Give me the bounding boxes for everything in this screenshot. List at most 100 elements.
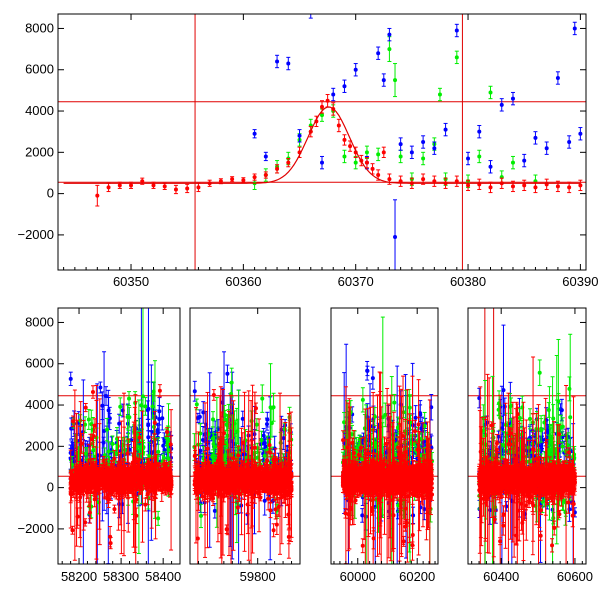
data-point-green-23 bbox=[488, 85, 493, 100]
data-point bbox=[359, 437, 364, 458]
data-point-red-32 bbox=[381, 146, 386, 158]
data-point bbox=[416, 467, 421, 488]
data-point bbox=[370, 452, 375, 470]
data-point bbox=[401, 406, 406, 419]
data-point bbox=[169, 409, 174, 551]
data-point-red-44 bbox=[510, 180, 515, 193]
data-point bbox=[127, 391, 132, 407]
data-point-blue-30 bbox=[567, 135, 572, 149]
data-point-blue-17 bbox=[421, 135, 426, 149]
data-point bbox=[273, 448, 278, 472]
data-point-green-14 bbox=[398, 149, 403, 164]
data-point-blue-7 bbox=[331, 87, 336, 102]
data-point bbox=[357, 462, 362, 477]
data-point bbox=[90, 385, 95, 399]
data-point-red-29 bbox=[364, 156, 369, 169]
data-point-red-41 bbox=[477, 178, 482, 190]
data-point bbox=[412, 419, 417, 443]
data-point-red-16 bbox=[275, 164, 280, 174]
data-point bbox=[367, 481, 372, 494]
data-point bbox=[504, 501, 509, 512]
data-point bbox=[360, 508, 365, 523]
data-point bbox=[550, 538, 555, 553]
data-point bbox=[77, 461, 82, 484]
data-point bbox=[157, 397, 162, 426]
data-point bbox=[550, 448, 555, 462]
data-point-red-45 bbox=[522, 179, 527, 192]
data-point bbox=[393, 480, 398, 495]
data-point-blue-8 bbox=[342, 79, 347, 93]
x-tick-label: 60350 bbox=[113, 274, 149, 289]
data-point bbox=[365, 360, 370, 381]
data-point-red-8 bbox=[185, 183, 190, 194]
data-point-red-6 bbox=[162, 182, 167, 190]
data-point-blue-6 bbox=[320, 155, 324, 170]
y-tick-label: 6000 bbox=[25, 62, 54, 77]
data-point bbox=[203, 480, 208, 501]
data-point bbox=[422, 465, 427, 477]
data-point-red-0 bbox=[95, 184, 100, 207]
data-point bbox=[370, 506, 375, 516]
data-point bbox=[492, 515, 497, 524]
data-point-red-42 bbox=[488, 181, 493, 194]
data-point bbox=[560, 441, 565, 452]
data-point bbox=[571, 492, 576, 516]
data-point bbox=[372, 407, 377, 427]
data-point bbox=[489, 421, 494, 430]
data-point-blue-12 bbox=[381, 73, 386, 87]
data-point-red-1 bbox=[106, 182, 111, 193]
x-tick-label: 60360 bbox=[225, 274, 261, 289]
data-point-green-8 bbox=[342, 149, 347, 164]
top-plot-area bbox=[58, 14, 586, 270]
data-point bbox=[270, 464, 275, 481]
data-point-blue-3 bbox=[286, 56, 291, 71]
data-point bbox=[129, 466, 134, 475]
data-point bbox=[399, 467, 404, 484]
data-point bbox=[98, 381, 103, 394]
data-point-blue-18 bbox=[432, 141, 437, 155]
data-point bbox=[349, 466, 354, 477]
data-point bbox=[103, 386, 108, 406]
data-point bbox=[408, 472, 413, 483]
data-point bbox=[192, 380, 197, 402]
data-point bbox=[157, 384, 162, 398]
data-point-red-17 bbox=[286, 158, 291, 168]
data-point bbox=[343, 508, 348, 519]
data-point bbox=[262, 449, 267, 463]
bottom-frame-0 bbox=[57, 307, 181, 565]
data-point bbox=[379, 473, 384, 489]
data-point bbox=[268, 448, 273, 458]
data-point bbox=[488, 474, 493, 494]
data-point bbox=[241, 472, 246, 487]
data-point bbox=[265, 485, 270, 494]
data-point bbox=[267, 471, 272, 489]
data-point bbox=[164, 463, 169, 483]
data-point bbox=[546, 463, 551, 485]
data-point bbox=[92, 418, 97, 433]
data-point-green-22 bbox=[477, 149, 482, 164]
data-point-red-9 bbox=[196, 182, 201, 193]
data-point-blue-19 bbox=[443, 122, 448, 137]
data-point bbox=[195, 467, 200, 564]
data-point-red-37 bbox=[432, 175, 437, 187]
data-point bbox=[342, 412, 347, 433]
data-point bbox=[360, 538, 365, 554]
data-point bbox=[410, 523, 415, 547]
data-point bbox=[93, 461, 98, 479]
y-tick-label: 8000 bbox=[25, 314, 54, 329]
data-point bbox=[146, 422, 151, 452]
data-point-red-36 bbox=[421, 173, 426, 185]
data-point-blue-16 bbox=[409, 145, 414, 160]
data-point bbox=[555, 481, 560, 501]
data-point bbox=[342, 474, 347, 486]
x-tick-label: 58300 bbox=[103, 569, 139, 584]
data-point bbox=[260, 384, 265, 413]
data-point bbox=[388, 472, 393, 490]
data-point-red-49 bbox=[567, 181, 572, 194]
data-point bbox=[112, 504, 117, 514]
data-point bbox=[353, 496, 358, 505]
data-point bbox=[235, 475, 240, 491]
data-point bbox=[557, 509, 562, 519]
data-point bbox=[211, 389, 216, 401]
data-point bbox=[514, 473, 519, 487]
